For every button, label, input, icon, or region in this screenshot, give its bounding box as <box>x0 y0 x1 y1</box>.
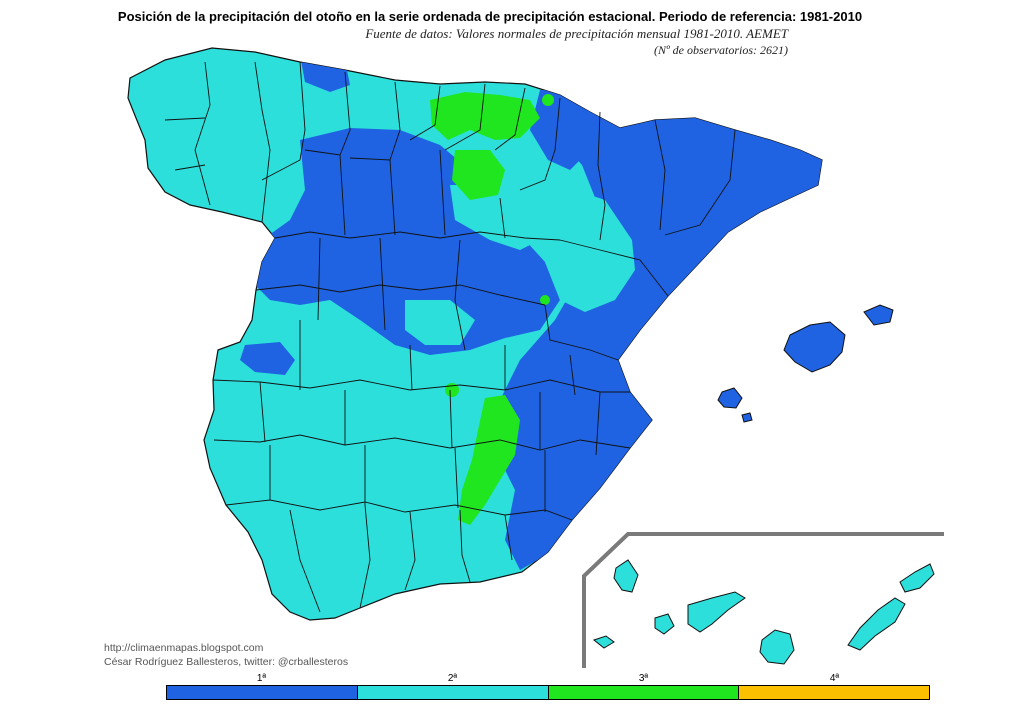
zone-third-basque <box>430 92 540 140</box>
data-source: Fuente de datos: Valores normales de pre… <box>365 26 788 41</box>
zone-third-spot-b <box>540 295 550 305</box>
zone-second-iberico <box>450 185 540 250</box>
map-title: Posición de la precipitación del otoño e… <box>117 9 863 24</box>
legend-label-1: 1ª <box>256 673 267 684</box>
observatory-count: (Nº de observatorios: 2621) <box>653 43 788 57</box>
zone-third-rioja <box>452 150 505 200</box>
legend-swatch-3 <box>548 686 740 699</box>
island-formentera <box>741 412 753 423</box>
province-borders <box>164 61 736 613</box>
legend-swatch-2 <box>357 686 549 699</box>
legend-swatch-4 <box>739 686 929 699</box>
island-la-palma <box>613 559 639 593</box>
legend-label-3: 3ª <box>638 673 649 684</box>
island-lanzarote <box>899 563 935 593</box>
canary-islands <box>592 559 935 665</box>
zone-first-navarra <box>530 90 600 170</box>
canary-inset-frame <box>582 532 944 668</box>
legend-label-4: 4ª <box>829 673 840 684</box>
island-la-gomera <box>654 613 675 635</box>
zone-first-extremadura <box>240 342 295 375</box>
legend-labels: 1ª 2ª 3ª 4ª <box>166 673 930 684</box>
island-tenerife <box>687 591 746 633</box>
blog-credit: http://climaenmapas.blogspot.com <box>104 642 264 654</box>
zone-third-south-spine <box>458 395 520 525</box>
island-fuerteventura <box>847 597 906 651</box>
island-menorca <box>863 304 894 326</box>
zone-first-north-plateau <box>250 128 560 355</box>
island-el-hierro <box>592 635 615 649</box>
legend-label-2: 2ª <box>447 673 458 684</box>
legend-bar <box>166 685 930 700</box>
island-ibiza <box>717 387 743 409</box>
island-mallorca <box>783 321 846 373</box>
zone-third-spot-c <box>542 94 554 106</box>
island-gran-canaria <box>759 629 795 665</box>
zone-second-ebro <box>530 178 635 312</box>
legend-swatch-1 <box>167 686 358 699</box>
author-credit: César Rodríguez Ballesteros, twitter: @c… <box>104 656 349 668</box>
